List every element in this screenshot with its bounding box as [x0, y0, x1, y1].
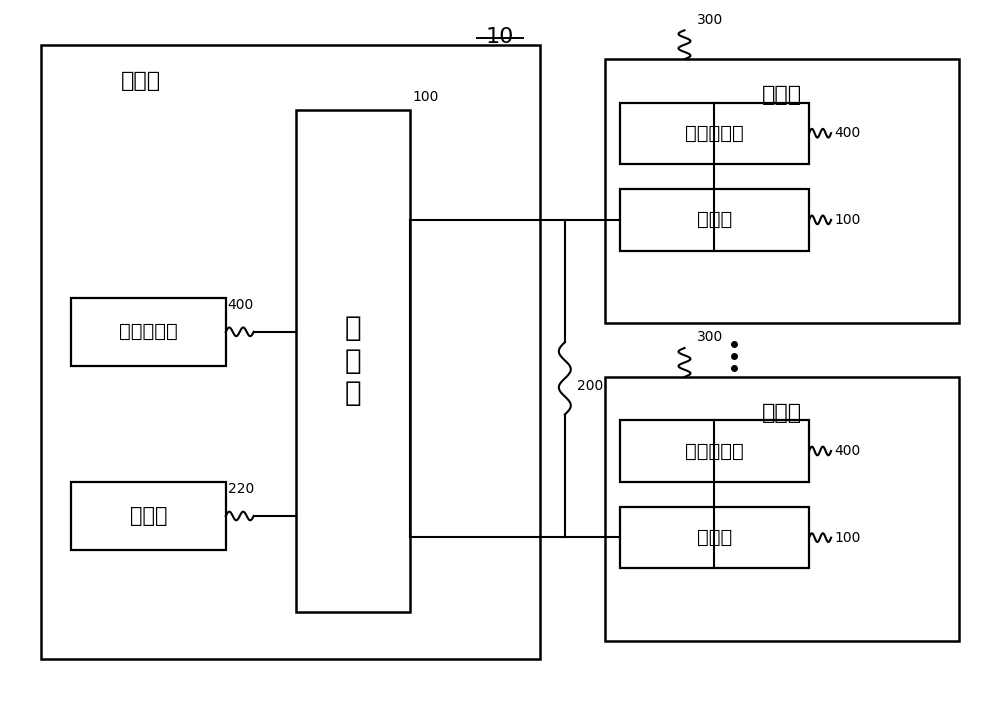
Text: 400: 400: [834, 444, 860, 458]
Text: 200: 200: [577, 378, 603, 393]
Bar: [605, 377, 959, 641]
Text: 400: 400: [228, 297, 254, 312]
Text: 300: 300: [696, 331, 723, 344]
Bar: [71, 297, 226, 366]
Text: 室外机: 室外机: [121, 71, 161, 91]
Bar: [620, 102, 809, 164]
Text: 电子膨胀阀: 电子膨胀阀: [685, 442, 744, 460]
Bar: [620, 189, 809, 251]
Text: 控制器: 控制器: [697, 528, 732, 547]
Text: 400: 400: [834, 126, 860, 140]
Bar: [71, 481, 226, 550]
Text: 控制器: 控制器: [697, 210, 732, 229]
Text: 220: 220: [228, 481, 254, 496]
Bar: [620, 507, 809, 568]
Text: 电子膨胀阀: 电子膨胀阀: [685, 124, 744, 143]
Text: 10: 10: [486, 27, 514, 46]
Bar: [296, 109, 410, 612]
Text: 控
制
器: 控 制 器: [345, 315, 361, 407]
Bar: [41, 45, 540, 658]
Text: 300: 300: [696, 12, 723, 27]
Text: 室内机: 室内机: [762, 86, 802, 105]
Text: 压缩机: 压缩机: [130, 506, 167, 526]
Text: 100: 100: [412, 90, 439, 104]
Text: 室内机: 室内机: [762, 403, 802, 423]
Text: 100: 100: [834, 531, 860, 544]
Text: 100: 100: [834, 213, 860, 227]
Text: 电子膨胀阀: 电子膨胀阀: [119, 323, 178, 341]
Bar: [605, 59, 959, 323]
Bar: [620, 420, 809, 481]
